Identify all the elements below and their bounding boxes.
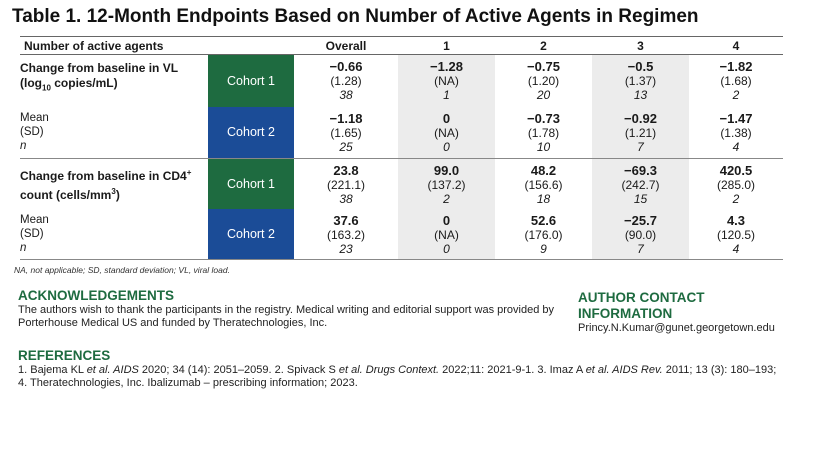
cd4-c2-2: 52.6 (176.0) 9 bbox=[524, 212, 563, 256]
table-row: Mean (SD) n Cohort 2 −1.18 (1.65) 25 0 (NA) 0 … bbox=[20, 106, 783, 159]
vl-c1-1: −1.28 (NA) 1 bbox=[398, 54, 495, 107]
cd4-stat-labels: Mean (SD) n bbox=[20, 213, 49, 254]
references-heading: REFERENCES bbox=[18, 348, 111, 363]
table-row: Mean (SD) n Cohort 2 37.6 (163.2) 23 0 (NA) 0 … bbox=[20, 208, 783, 260]
vl-c1-overall: −0.66 (1.28) 38 bbox=[294, 54, 398, 107]
cd4-c2-4: 4.3 (120.5) 4 bbox=[716, 212, 756, 256]
vl-c2-4: −1.47 (1.38) 4 bbox=[719, 110, 753, 154]
cd4-c2-overall: 37.6 (163.2) 23 bbox=[326, 212, 366, 256]
header-3: 3 bbox=[592, 36, 689, 55]
cd4-group-label: Change from baseline in CD4+ count (cell… bbox=[20, 158, 208, 209]
vl-c2-overall: −1.18 (1.65) 25 bbox=[329, 110, 363, 154]
cohort-1-badge: Cohort 1 bbox=[208, 158, 294, 209]
vl-c1-4: −1.82 (1.68) 2 bbox=[689, 54, 783, 107]
cohort-2-badge: Cohort 2 bbox=[208, 106, 294, 159]
header-active-agents: Number of active agents bbox=[20, 36, 294, 55]
table-header-row: Number of active agents Overall 1 2 3 4 bbox=[20, 36, 783, 55]
author-contact-email[interactable]: Princy.N.Kumar@gunet.georgetown.edu bbox=[578, 322, 775, 334]
cd4-c1-overall: 23.8 (221.1) 38 bbox=[294, 158, 398, 209]
header-2: 2 bbox=[495, 36, 592, 55]
vl-stat-labels: Mean (SD) n bbox=[20, 111, 49, 152]
author-contact-heading: AUTHOR CONTACT INFORMATION bbox=[578, 290, 705, 321]
vl-c1-3: −0.5 (1.37) 13 bbox=[592, 54, 689, 107]
acknowledgements-text: The authors wish to thank the participan… bbox=[18, 304, 555, 329]
cd4-c1-2: 48.2 (156.6) 18 bbox=[495, 158, 592, 209]
cohort-1-badge: Cohort 1 bbox=[208, 54, 294, 107]
endpoints-table: Number of active agents Overall 1 2 3 4 … bbox=[20, 36, 783, 260]
vl-c1-2: −0.75 (1.20) 20 bbox=[495, 54, 592, 107]
table-footnote: NA, not applicable; SD, standard deviati… bbox=[14, 265, 230, 275]
cd4-c1-3: −69.3 (242.7) 15 bbox=[592, 158, 689, 209]
header-overall: Overall bbox=[294, 36, 398, 55]
vl-c2-1: 0 (NA) 0 bbox=[398, 106, 495, 159]
table-title: Table 1. 12-Month Endpoints Based on Num… bbox=[12, 6, 699, 27]
table-row: Change from baseline in VL (log10 copies… bbox=[20, 54, 783, 107]
header-1: 1 bbox=[398, 36, 495, 55]
cd4-c2-1: 0 (NA) 0 bbox=[398, 208, 495, 260]
table-row: Change from baseline in CD4+ count (cell… bbox=[20, 158, 783, 209]
cohort-2-badge: Cohort 2 bbox=[208, 208, 294, 260]
vl-group-label: Change from baseline in VL (log10 copies… bbox=[20, 54, 208, 107]
vl-c2-2: −0.73 (1.78) 10 bbox=[527, 110, 560, 154]
acknowledgements-heading: ACKNOWLEDGEMENTS bbox=[18, 288, 174, 303]
cd4-c1-4: 420.5 (285.0) 2 bbox=[689, 158, 783, 209]
cd4-c2-3: −25.7 (90.0) 7 bbox=[592, 208, 689, 260]
cd4-c1-1: 99.0 (137.2) 2 bbox=[398, 158, 495, 209]
references-text: 1. Bajema KL et al. AIDS 2020; 34 (14): … bbox=[18, 364, 777, 389]
header-4: 4 bbox=[689, 36, 783, 55]
vl-c2-3: −0.92 (1.21) 7 bbox=[592, 106, 689, 159]
